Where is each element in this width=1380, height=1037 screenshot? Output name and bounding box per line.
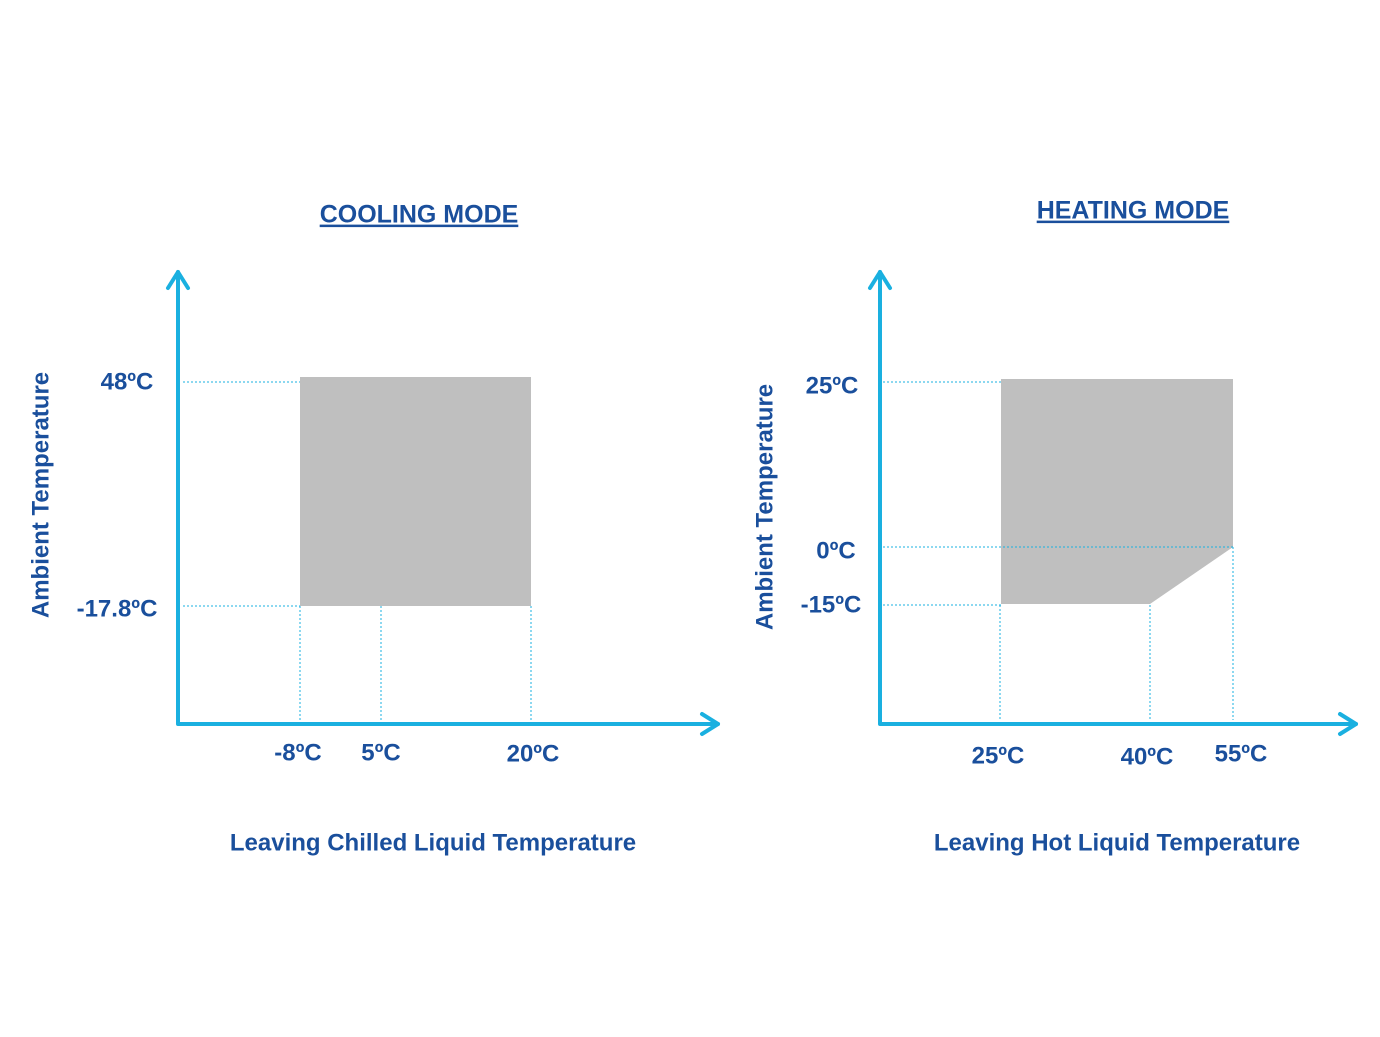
operating-envelope (1001, 379, 1233, 604)
y-label: 48ºC (101, 368, 154, 395)
title: COOLING MODE (320, 201, 519, 229)
arrow-head (1338, 712, 1358, 736)
operating-envelope (300, 377, 531, 606)
y-label: -15ºC (801, 591, 862, 618)
axes (176, 270, 720, 726)
title: HEATING MODE (1037, 197, 1230, 225)
x-label: 40ºC (1121, 743, 1174, 770)
arrow-head (166, 270, 190, 290)
heating-diagram: HEATING MODE Ambient Temperature Leaving… (751, 197, 1358, 856)
x-axis-label: Leaving Hot Liquid Temperature (934, 829, 1300, 856)
y-label: -17.8ºC (77, 595, 158, 622)
arrow-head (700, 712, 720, 736)
x-axis-label: Leaving Chilled Liquid Temperature (230, 829, 636, 856)
arrow-head (868, 270, 892, 290)
y-label: 25ºC (806, 372, 859, 399)
x-label: 5ºC (361, 739, 400, 766)
x-label: 25ºC (972, 742, 1025, 769)
x-label: 20ºC (507, 740, 560, 767)
y-label: 0ºC (816, 537, 855, 564)
axes (878, 270, 1358, 726)
y-axis-label: Ambient Temperature (27, 372, 54, 618)
x-label: 55ºC (1215, 740, 1268, 767)
cooling-diagram: COOLING MODE Ambient Temperature Leaving… (27, 201, 720, 856)
y-axis-label: Ambient Temperature (751, 384, 778, 630)
x-label: -8ºC (274, 739, 321, 766)
